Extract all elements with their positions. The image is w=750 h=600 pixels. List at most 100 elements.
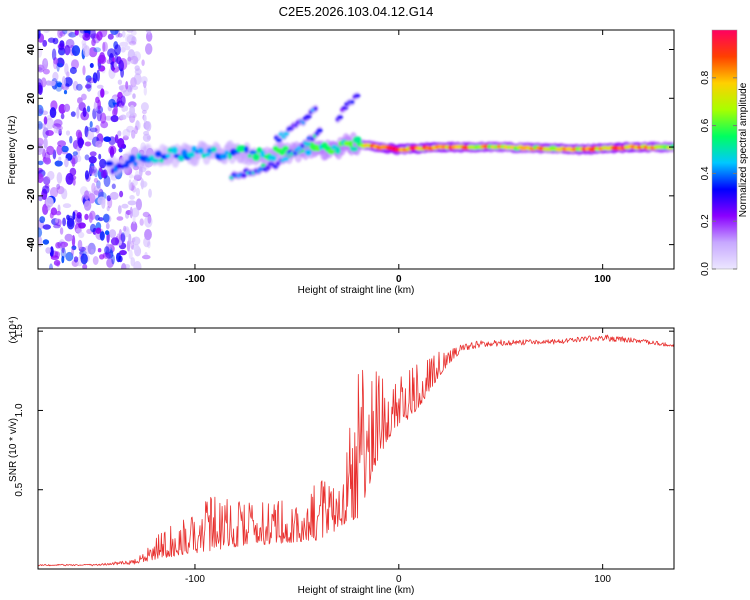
noise-blob (102, 41, 108, 52)
ridge-core (210, 146, 217, 153)
colorbar-ticks: 0.0 0.2 0.4 0.6 0.8 (700, 70, 737, 276)
noise-blob (141, 109, 147, 115)
noise-blob (135, 187, 140, 197)
noise-blob (69, 66, 77, 75)
noise-blob (109, 191, 119, 200)
noise-blob (145, 43, 153, 55)
noise-blob (49, 107, 57, 119)
noise-blob (57, 204, 61, 213)
noise-blob (100, 88, 105, 98)
noise-blob (95, 140, 103, 148)
noise-blob (61, 145, 69, 153)
noise-blob (56, 172, 63, 184)
noise-blob (129, 84, 134, 93)
noise-blob (116, 216, 124, 221)
ridge-core (197, 147, 204, 154)
ridge-core (349, 146, 359, 152)
noise-blob (142, 254, 151, 260)
noise-blob (143, 114, 147, 123)
noise-blob (108, 229, 117, 239)
noise-blob (59, 40, 65, 48)
noise-blob (119, 41, 128, 47)
noise-blob (84, 154, 90, 161)
noise-blob (144, 229, 152, 241)
noise-blob (147, 241, 151, 249)
noise-blob (71, 247, 75, 256)
noise-blob (91, 38, 96, 47)
noise-blob (38, 104, 44, 117)
noise-blob (42, 39, 48, 47)
noise-blob (64, 45, 71, 56)
noise-blob (39, 216, 46, 224)
noise-blob (77, 239, 83, 250)
noise-blob (95, 227, 102, 234)
spectrogram-y-axis: -40 -20 0 20 40 (26, 44, 674, 252)
noise-blob (132, 93, 136, 99)
noise-blob (57, 42, 66, 51)
noise-blob (42, 239, 50, 245)
noise-blob (75, 83, 83, 91)
ridge-core (304, 149, 312, 156)
noise-blob (74, 30, 79, 36)
noise-blob (129, 40, 137, 46)
noise-blob (89, 151, 97, 157)
noise-blob (117, 33, 123, 38)
noise-blob (128, 179, 132, 191)
noise-blob (93, 177, 98, 183)
noise-blob (107, 33, 114, 40)
noise-blob (66, 214, 70, 221)
noise-blob (127, 56, 132, 62)
noise-blob (116, 252, 121, 263)
colorbar-tick-label: 0.8 (700, 70, 711, 84)
noise-blob (61, 76, 66, 87)
spectrogram-x-label: Height of straight line (km) (298, 285, 415, 296)
noise-blob (38, 173, 44, 184)
ridge-core (669, 144, 674, 149)
snr-x-tick-label: -100 (185, 574, 205, 585)
noise-blob (143, 236, 151, 248)
noise-blob (144, 215, 153, 228)
noise-blob (84, 245, 93, 255)
noise-blob (84, 213, 89, 220)
noise-blob (63, 103, 71, 112)
noise-blob (103, 175, 111, 188)
ridge-core (247, 153, 252, 159)
noise-blob (118, 85, 124, 91)
noise-blob (59, 31, 66, 37)
noise-blob (85, 75, 92, 82)
noise-blob (92, 256, 99, 265)
branch-core (304, 141, 311, 146)
noise-blob (126, 30, 134, 33)
noise-blob (96, 180, 101, 189)
noise-blob (87, 242, 96, 255)
noise-blob (117, 79, 123, 85)
noise-blob (95, 96, 100, 104)
colorbar-tick-label: 0.0 (700, 262, 711, 276)
spectrogram-x-tick-label: 100 (594, 274, 611, 285)
noise-blob (82, 107, 87, 118)
noise-blob (45, 80, 52, 86)
noise-blob (78, 30, 85, 38)
noise-blob (131, 129, 136, 139)
noise-blob (52, 71, 59, 82)
noise-blob (96, 84, 104, 89)
noise-blob (55, 211, 62, 216)
noise-blob (93, 190, 99, 196)
spectrogram-y-tick-label: -40 (26, 237, 37, 252)
noise-blob (99, 158, 107, 169)
noise-blob (130, 221, 138, 232)
noise-blob (132, 56, 139, 65)
noise-blob (106, 258, 114, 268)
noise-blob (132, 236, 141, 246)
ridge-core (154, 150, 162, 158)
noise-blob (55, 218, 59, 223)
ridge-core (133, 161, 138, 167)
noise-blob (104, 115, 113, 121)
noise-blob (58, 103, 66, 114)
noise-blob (104, 230, 110, 236)
noise-blob (43, 137, 48, 149)
branch-core (301, 120, 305, 125)
noise-blob (56, 183, 61, 190)
colorbar-gradient (712, 30, 737, 269)
noise-blob (65, 173, 74, 185)
